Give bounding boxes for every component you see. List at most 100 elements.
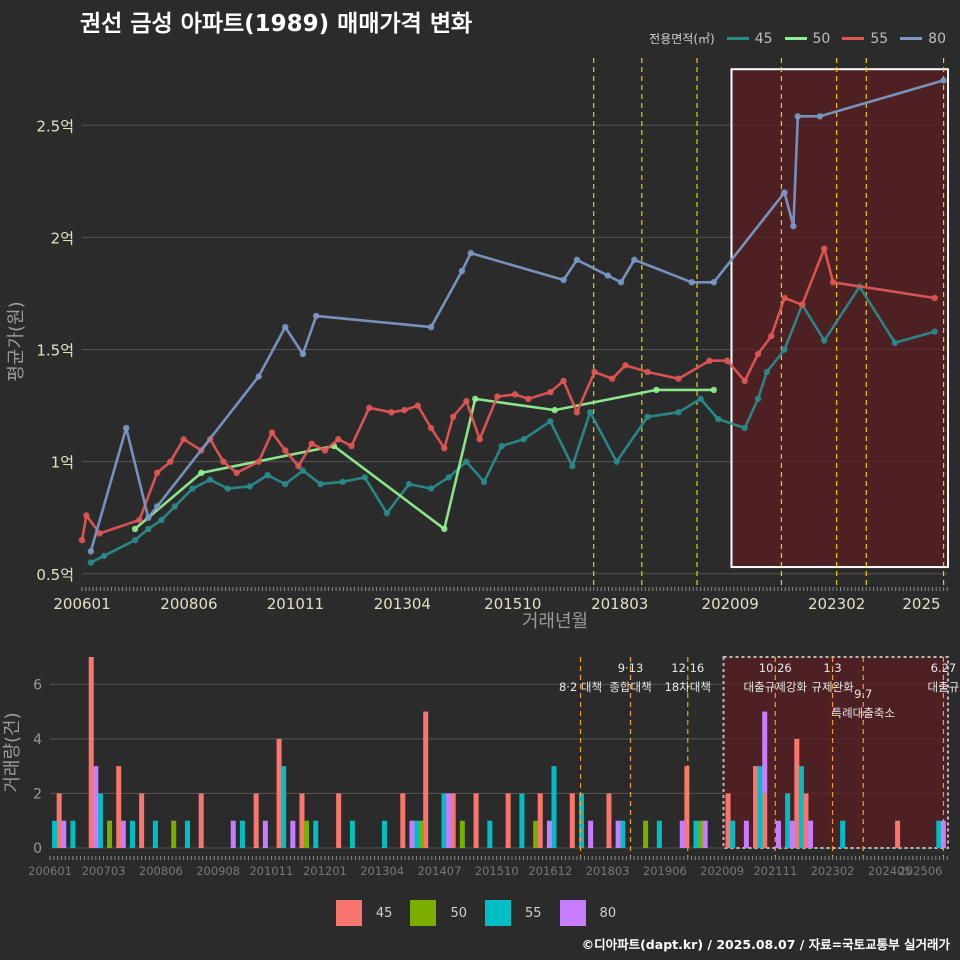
price-point-80 bbox=[816, 113, 824, 120]
price-point-55 bbox=[525, 395, 532, 403]
volume-bar-55 bbox=[519, 793, 525, 848]
volume-bar-50 bbox=[304, 820, 310, 848]
price-point-55 bbox=[365, 404, 373, 412]
price-point-45 bbox=[145, 525, 152, 533]
price-point-55 bbox=[476, 436, 483, 443]
price-point-45 bbox=[931, 328, 938, 335]
price-point-80 bbox=[312, 312, 320, 320]
volume-bar-80 bbox=[702, 820, 708, 848]
price-point-80 bbox=[794, 113, 801, 120]
price-point-45 bbox=[171, 503, 178, 510]
price-x-tick-label: 202009 bbox=[702, 595, 759, 613]
volume-bar-55 bbox=[551, 766, 557, 848]
price-point-55 bbox=[96, 530, 103, 537]
price-point-80 bbox=[255, 373, 262, 380]
policy-annotation-date: 9.7 bbox=[854, 687, 872, 701]
legend-title: 전용면적(㎡) bbox=[649, 32, 715, 46]
volume-x-tick-label: 200806 bbox=[139, 864, 183, 878]
price-point-80 bbox=[153, 503, 161, 510]
volume-bar-50 bbox=[533, 820, 539, 848]
price-point-45 bbox=[763, 368, 771, 376]
policy-annotation-text: 특례대출축소 bbox=[831, 706, 894, 720]
top-legend: 전용면적(㎡) 45 50 55 80 bbox=[649, 30, 952, 47]
price-point-45 bbox=[339, 478, 346, 486]
legend-item-50: 50 bbox=[784, 31, 830, 47]
volume-legend-item-45: 45 bbox=[335, 900, 392, 926]
volume-bar-55 bbox=[578, 793, 584, 848]
price-x-tick-label: 201011 bbox=[267, 595, 324, 613]
price-point-45 bbox=[480, 478, 488, 486]
volume-bar-45 bbox=[400, 793, 406, 848]
price-point-55 bbox=[706, 357, 713, 364]
volume-bar-50 bbox=[643, 820, 649, 848]
policy-annotation-date: 10.26 bbox=[759, 661, 792, 675]
price-point-50 bbox=[131, 525, 139, 533]
volume-bar-80 bbox=[940, 820, 946, 848]
policy-annotation-date: 9·13 bbox=[618, 661, 644, 675]
price-point-55 bbox=[441, 445, 448, 452]
policy-annotation-text: 18차대책 bbox=[665, 680, 711, 694]
volume-y-tick-label: 0 bbox=[33, 841, 42, 857]
volume-x-tick-label: 200601 bbox=[28, 864, 72, 878]
price-point-55 bbox=[153, 469, 161, 477]
volume-bar-55 bbox=[620, 820, 626, 848]
price-x-tick-label: 2025 bbox=[902, 595, 940, 613]
price-point-55 bbox=[622, 362, 629, 369]
price-point-55 bbox=[573, 409, 581, 416]
price-point-55 bbox=[78, 536, 86, 544]
price-point-45 bbox=[100, 552, 108, 560]
volume-bar-80 bbox=[762, 711, 768, 794]
price-point-55 bbox=[308, 440, 315, 447]
price-point-45 bbox=[697, 395, 704, 403]
volume-x-tick-label: 201407 bbox=[417, 864, 461, 878]
price-point-45 bbox=[821, 337, 828, 344]
price-point-80 bbox=[710, 279, 718, 286]
volume-legend-swatch-45 bbox=[335, 900, 362, 926]
price-x-tick-label: 201304 bbox=[374, 595, 431, 613]
volume-bar-55 bbox=[70, 820, 76, 848]
volume-bar-45 bbox=[88, 657, 94, 848]
price-point-45 bbox=[781, 346, 788, 353]
volume-bar-80 bbox=[615, 820, 621, 848]
volume-bar-80 bbox=[230, 820, 236, 848]
volume-bar-80 bbox=[262, 820, 268, 848]
volume-bar-45 bbox=[276, 738, 282, 848]
volume-bar-80 bbox=[588, 820, 594, 848]
price-point-80 bbox=[282, 323, 289, 331]
volume-legend-item-55: 55 bbox=[485, 900, 542, 926]
legend-swatch-45 bbox=[726, 37, 749, 40]
price-point-45 bbox=[282, 480, 289, 488]
volume-bar-80 bbox=[120, 820, 126, 848]
legend-item-80: 80 bbox=[900, 31, 946, 47]
price-point-45 bbox=[463, 458, 470, 465]
volume-bar-55 bbox=[97, 793, 103, 848]
legend-swatch-50 bbox=[784, 37, 807, 40]
volume-bar-55 bbox=[152, 820, 158, 848]
price-point-55 bbox=[798, 301, 806, 308]
price-point-45 bbox=[361, 474, 368, 481]
price-point-45 bbox=[189, 485, 196, 492]
price-point-80 bbox=[122, 424, 130, 432]
volume-bar-50 bbox=[698, 820, 704, 848]
price-point-45 bbox=[87, 559, 95, 566]
price-point-55 bbox=[83, 512, 90, 519]
price-point-55 bbox=[754, 350, 762, 358]
volume-bar-55 bbox=[840, 820, 846, 848]
volume-x-tick-label: 200703 bbox=[82, 864, 126, 878]
price-y-tick-label: 0.5억 bbox=[36, 566, 74, 584]
volume-x-tick-label: 200908 bbox=[196, 864, 240, 878]
volume-bar-55 bbox=[381, 820, 387, 848]
volume-bar-80 bbox=[93, 766, 99, 848]
volume-legend-label-50: 50 bbox=[450, 905, 467, 921]
volume-legend-item-50: 50 bbox=[410, 900, 467, 926]
volume-bar-80 bbox=[546, 820, 552, 848]
legend-label-55: 55 bbox=[870, 30, 889, 47]
volume-bar-80 bbox=[446, 793, 452, 848]
price-point-55 bbox=[511, 391, 519, 398]
price-point-80 bbox=[617, 279, 625, 286]
price-point-80 bbox=[299, 350, 307, 358]
volume-bar-45 bbox=[198, 793, 204, 848]
volume-legend-label-80: 80 bbox=[599, 905, 617, 921]
price-point-50 bbox=[472, 395, 479, 403]
price-point-55 bbox=[335, 436, 342, 443]
